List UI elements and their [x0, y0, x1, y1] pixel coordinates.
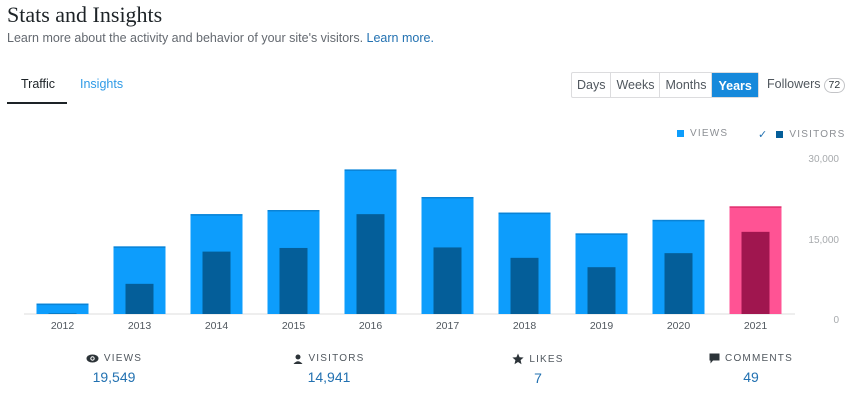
visitors-bar-2015	[279, 247, 308, 314]
views-bar-top-2014	[190, 214, 243, 216]
summary-comments-label: COMMENTS	[725, 353, 793, 364]
summary-views-label-row: VIEWS	[62, 353, 166, 364]
views-bar-2013	[113, 246, 166, 314]
visitors-bar-2014	[202, 251, 231, 314]
summary-visitors-value: 14,941	[307, 369, 351, 385]
checkmark-icon: ✓	[758, 129, 769, 141]
followers-count: 72	[823, 78, 846, 93]
x-tick-label-2019: 2019	[590, 320, 614, 332]
period-selector: Days Weeks Months Years	[571, 72, 759, 98]
views-bar-2020	[652, 219, 705, 314]
comment-icon	[709, 353, 720, 364]
tab-underline	[7, 102, 67, 104]
views-bar-top-2021	[729, 206, 782, 208]
summary-likes-label: LIKES	[529, 353, 564, 365]
summary-comments-label-row: COMMENTS	[696, 353, 806, 364]
legend-visitors-toggle[interactable]: ✓ VISITORS	[758, 128, 846, 141]
x-tick-label-2014: 2014	[205, 320, 229, 332]
views-bar-2018	[498, 212, 551, 314]
views-bar-top-2019	[575, 233, 628, 235]
learn-more-link[interactable]: Learn more.	[366, 31, 434, 45]
visitors-bar-2016	[356, 214, 385, 314]
visitors-bar-2012	[48, 313, 77, 314]
views-bar-2015	[267, 210, 320, 314]
legend-views: VIEWS	[677, 128, 728, 139]
visitors-bar-2013	[125, 283, 154, 314]
views-bar-2016	[344, 169, 397, 314]
views-bar-2021	[729, 206, 782, 314]
views-bar-top-2017	[421, 197, 474, 199]
views-bar-2012	[36, 303, 89, 314]
person-icon	[293, 354, 303, 364]
period-days[interactable]: Days	[572, 73, 612, 97]
visitors-bar-2019	[587, 267, 616, 314]
views-bar-2014	[190, 214, 243, 314]
y-tick-label-2: 30,000	[808, 154, 839, 165]
x-tick-label-2020: 2020	[667, 320, 691, 332]
followers-button[interactable]: Followers 72	[767, 77, 846, 93]
x-tick-label-2021: 2021	[744, 320, 768, 332]
star-icon	[512, 353, 524, 365]
x-tick-label-2015: 2015	[282, 320, 306, 332]
x-tick-label-2013: 2013	[128, 320, 152, 332]
summary-visitors: VISITORS 14,941	[277, 353, 381, 385]
page-subtitle: Learn more about the activity and behavi…	[7, 31, 434, 45]
views-bar-2019	[575, 233, 628, 314]
summary-likes: LIKES 7	[490, 353, 586, 386]
views-bar-top-2013	[113, 246, 166, 248]
period-weeks[interactable]: Weeks	[611, 73, 661, 97]
visitors-bar-2021	[741, 231, 770, 314]
x-tick-label-2016: 2016	[359, 320, 383, 332]
y-tick-label-1: 15,000	[808, 235, 839, 246]
views-bar-top-2018	[498, 212, 551, 215]
subtitle-text: Learn more about the activity and behavi…	[7, 31, 364, 45]
views-bar-top-2016	[344, 169, 397, 171]
legend-views-swatch	[677, 130, 684, 137]
tab-insights[interactable]: Insights	[80, 77, 124, 91]
tab-traffic[interactable]: Traffic	[21, 77, 56, 91]
summary-views: VIEWS 19,549	[62, 353, 166, 385]
followers-label: Followers	[767, 77, 821, 91]
visitors-bar-2017	[433, 247, 462, 314]
period-months[interactable]: Months	[660, 73, 713, 97]
eye-icon	[86, 354, 99, 363]
visitors-bar-2020	[664, 253, 693, 314]
views-bar-2017	[421, 197, 474, 314]
summary-likes-value: 7	[534, 370, 542, 386]
views-bar-top-2020	[652, 219, 705, 222]
y-tick-label-0: 0	[833, 315, 839, 326]
views-bar-top-2012	[36, 303, 89, 306]
legend-visitors-swatch	[776, 131, 784, 138]
visitors-bar-2018	[510, 257, 539, 314]
summary-likes-label-row: LIKES	[490, 353, 586, 365]
summary-comments: COMMENTS 49	[696, 353, 806, 385]
period-years[interactable]: Years	[712, 73, 758, 97]
x-tick-label-2018: 2018	[513, 320, 537, 332]
summary-views-value: 19,549	[92, 369, 136, 385]
views-bar-top-2015	[267, 210, 320, 212]
summary-visitors-label-row: VISITORS	[277, 353, 381, 364]
summary-visitors-label: VISITORS	[308, 353, 365, 364]
legend-visitors-label: VISITORS	[789, 129, 846, 140]
legend-views-label: VIEWS	[690, 128, 729, 139]
x-tick-label-2012: 2012	[51, 320, 75, 332]
summary-comments-value: 49	[743, 369, 759, 385]
summary-views-label: VIEWS	[103, 353, 143, 364]
x-tick-label-2017: 2017	[436, 320, 460, 332]
page-title: Stats and Insights	[7, 2, 163, 27]
